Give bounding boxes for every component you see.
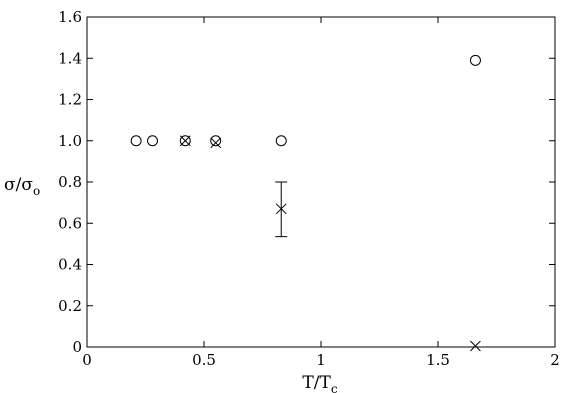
cross-stroke bbox=[470, 340, 481, 352]
y-tick-label: 0 bbox=[72, 338, 82, 356]
x-axis-label: T/Tc bbox=[302, 373, 337, 393]
y-tick-label: 1.4 bbox=[58, 49, 82, 67]
circle-marker bbox=[210, 135, 222, 147]
cross-marker bbox=[210, 137, 222, 149]
x-tick-label: 0.5 bbox=[192, 351, 216, 369]
tick-labels: 0 0.5 1 1.5 2 0 0.2 0.4 0.6 0.8 1.0 1.2 1.4 1.6 bbox=[58, 8, 560, 369]
y-tick-label: 1.0 bbox=[58, 132, 82, 150]
cross-marker bbox=[275, 203, 287, 215]
y-tick-label: 1.2 bbox=[58, 91, 82, 109]
data-markers bbox=[130, 54, 481, 352]
circle-marker bbox=[179, 135, 191, 147]
plot-frame bbox=[86, 16, 556, 348]
cross-marker bbox=[470, 340, 481, 352]
x-tick-label: 1.5 bbox=[426, 351, 450, 369]
cross-stroke bbox=[275, 203, 287, 215]
circle-marker bbox=[130, 135, 142, 147]
y-tick-label: 0.2 bbox=[58, 297, 82, 315]
x-tick-label: 0 bbox=[82, 351, 92, 369]
tick-marks bbox=[86, 16, 556, 348]
y-axis-label: σ/σo bbox=[4, 175, 40, 198]
cross-stroke bbox=[179, 135, 191, 147]
y-tick-label: 0.8 bbox=[58, 173, 82, 191]
y-tick-label: 0.4 bbox=[58, 256, 82, 274]
y-tick-label: 1.6 bbox=[58, 8, 82, 26]
cross-stroke bbox=[210, 137, 222, 149]
cross-marker bbox=[179, 135, 191, 147]
x-tick-label: 2 bbox=[550, 351, 560, 369]
x-tick-label: 1 bbox=[316, 351, 326, 369]
circle-marker bbox=[147, 135, 159, 147]
y-tick-label: 0.6 bbox=[58, 214, 82, 232]
circle-marker bbox=[469, 54, 481, 66]
circle-marker bbox=[275, 135, 287, 147]
